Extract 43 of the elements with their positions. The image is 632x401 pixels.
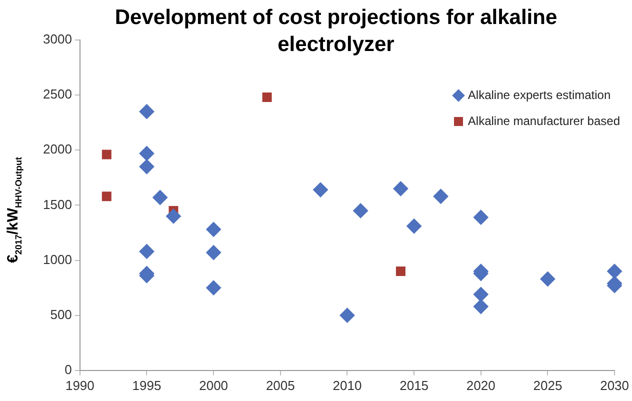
point — [473, 210, 488, 225]
x-tick-label: 2025 — [533, 378, 562, 393]
point — [166, 208, 181, 224]
point — [473, 286, 488, 302]
point — [406, 218, 422, 234]
point — [396, 266, 406, 276]
y-tick-label: 1000 — [43, 252, 72, 267]
point — [262, 92, 272, 102]
point — [340, 308, 355, 323]
point — [139, 159, 154, 174]
x-tick-label: 1995 — [132, 378, 162, 393]
point — [393, 181, 408, 196]
point — [206, 280, 222, 296]
x-tick-label: 2015 — [400, 378, 429, 393]
y-tick-label: 3000 — [43, 32, 72, 47]
point — [139, 104, 154, 120]
point — [473, 299, 488, 314]
point — [139, 244, 154, 259]
x-tick-label: 2030 — [600, 378, 629, 393]
point — [152, 190, 168, 205]
point — [607, 264, 622, 279]
x-tick-label: 2000 — [199, 378, 228, 393]
y-tick-label: 500 — [50, 306, 72, 322]
point — [353, 203, 368, 218]
legend-label: Alkaline experts estimation — [468, 88, 611, 102]
point — [540, 271, 556, 286]
chart-title: Development of cost projections for alkaline electrolyzer — [114, 6, 558, 56]
x-tick-label: 2005 — [266, 378, 295, 393]
x-tick-label: 1990 — [65, 378, 94, 393]
point — [139, 146, 154, 161]
x-tick-label: 2020 — [466, 378, 496, 393]
y-tick-label: 0 — [64, 362, 72, 377]
point — [102, 192, 112, 202]
x-tick-label: 2010 — [332, 378, 362, 393]
point — [206, 222, 222, 237]
point — [433, 188, 448, 204]
y-tick-label: 2000 — [43, 142, 72, 157]
point — [313, 182, 328, 198]
legend-label: Alkaline manufacturer based — [468, 114, 620, 128]
point — [102, 150, 112, 160]
y-tick-label: 2500 — [43, 86, 72, 102]
point — [206, 245, 222, 260]
y-tick-label: 1500 — [43, 196, 72, 212]
